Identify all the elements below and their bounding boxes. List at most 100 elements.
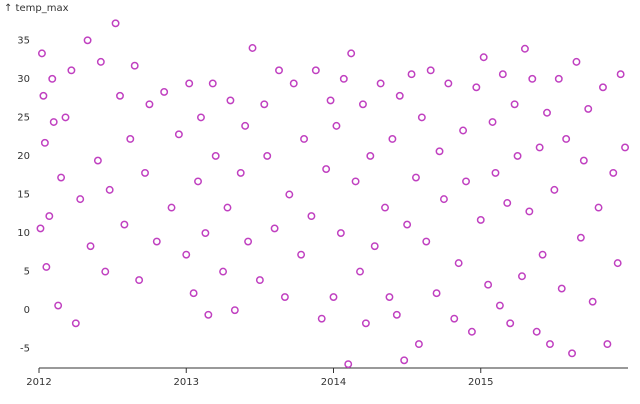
point xyxy=(454,259,463,268)
point xyxy=(204,310,213,319)
point xyxy=(535,143,544,152)
y-tick-label: 5 xyxy=(24,267,30,278)
point xyxy=(197,113,205,122)
point xyxy=(450,314,459,323)
point xyxy=(562,135,571,143)
point xyxy=(39,91,48,100)
point xyxy=(167,203,176,212)
point xyxy=(111,19,120,28)
point xyxy=(86,242,95,251)
point xyxy=(518,272,526,281)
point xyxy=(621,143,630,152)
point xyxy=(557,284,566,293)
point xyxy=(498,70,507,79)
x-tick-label: 2015 xyxy=(468,377,493,388)
point xyxy=(174,130,183,139)
point xyxy=(135,276,144,285)
point xyxy=(572,57,581,66)
point xyxy=(182,250,191,259)
point xyxy=(376,79,385,88)
point xyxy=(506,319,515,328)
point xyxy=(211,151,220,160)
point xyxy=(484,280,493,289)
point xyxy=(510,100,519,109)
point xyxy=(395,91,404,100)
point xyxy=(609,168,618,177)
point xyxy=(40,138,49,147)
point xyxy=(329,293,338,302)
point xyxy=(311,66,320,75)
point xyxy=(528,74,537,83)
point xyxy=(347,49,356,58)
point xyxy=(194,177,202,186)
point xyxy=(576,233,585,242)
point xyxy=(400,356,409,365)
point xyxy=(554,74,563,83)
point xyxy=(370,242,379,251)
point xyxy=(307,212,316,221)
point xyxy=(326,96,335,105)
point xyxy=(54,301,63,310)
point xyxy=(356,267,364,276)
point xyxy=(226,96,235,105)
point xyxy=(439,195,448,204)
point xyxy=(322,165,331,174)
point xyxy=(513,151,522,160)
point xyxy=(285,190,294,199)
point xyxy=(152,237,161,246)
point xyxy=(543,108,551,117)
point xyxy=(185,79,194,88)
point xyxy=(45,212,54,221)
point xyxy=(599,83,607,92)
point xyxy=(417,113,426,122)
point xyxy=(145,100,154,109)
point xyxy=(263,151,272,160)
point xyxy=(219,267,228,276)
point xyxy=(332,121,341,130)
x-tick-label: 2014 xyxy=(321,377,346,388)
y-axis-label: ↑ temp_max xyxy=(4,3,69,14)
point xyxy=(189,289,198,298)
point xyxy=(491,168,500,177)
y-tick-label: -5 xyxy=(20,344,30,355)
point xyxy=(297,250,306,259)
point xyxy=(244,237,253,246)
y-tick-label: 20 xyxy=(17,151,30,162)
point xyxy=(594,203,603,212)
y-tick-label: 15 xyxy=(17,190,30,201)
point xyxy=(37,49,46,58)
point xyxy=(96,57,105,66)
point xyxy=(495,301,504,310)
point xyxy=(412,173,420,182)
x-tick-label: 2012 xyxy=(26,377,51,388)
point xyxy=(388,135,397,143)
point xyxy=(270,224,279,233)
point xyxy=(588,297,597,306)
point xyxy=(579,156,588,165)
point xyxy=(381,203,389,212)
point xyxy=(584,104,593,113)
point xyxy=(392,310,401,319)
point xyxy=(432,289,441,298)
point xyxy=(83,36,92,45)
point xyxy=(603,340,612,349)
point xyxy=(361,319,370,328)
point xyxy=(488,118,497,126)
point xyxy=(344,360,353,369)
point xyxy=(351,177,360,186)
point xyxy=(116,91,124,100)
point xyxy=(414,340,423,349)
point xyxy=(613,259,622,268)
point xyxy=(49,118,58,126)
point xyxy=(48,74,57,83)
y-tick-label: 30 xyxy=(17,74,30,85)
point xyxy=(241,121,250,130)
point xyxy=(71,319,80,328)
point xyxy=(444,79,453,88)
point xyxy=(472,83,481,92)
point xyxy=(459,126,468,135)
y-tick-label: 10 xyxy=(17,228,30,239)
point xyxy=(503,199,512,207)
point xyxy=(201,229,210,238)
